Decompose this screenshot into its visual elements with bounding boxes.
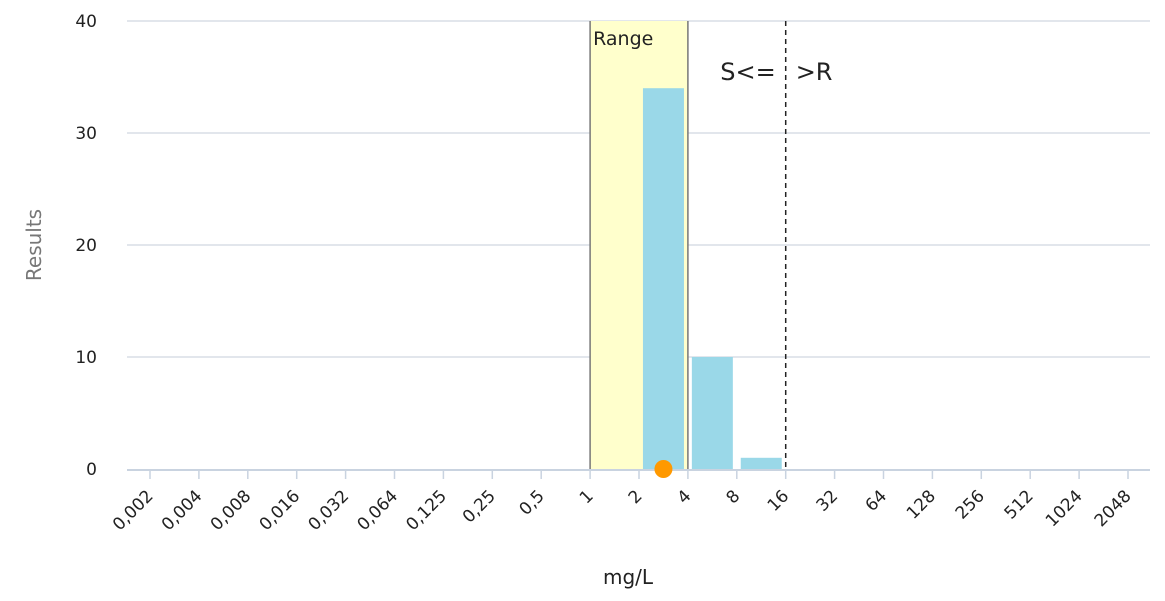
bar-2 — [642, 88, 684, 469]
x-tick-label: 0,016 — [256, 486, 305, 535]
bar-8 — [740, 457, 782, 469]
x-tick-label: 2048 — [1091, 486, 1136, 531]
x-tick-label: 2 — [625, 486, 647, 508]
bars — [642, 88, 782, 469]
x-axis-ticks: 0,002 0,004 0,008 0,016 0,032 0,064 0,125 0,25 0… — [109, 470, 1136, 535]
x-tick-label: 0,032 — [305, 486, 354, 535]
y-axis-label: Results — [22, 209, 46, 281]
y-tick-label: 0 — [86, 460, 97, 480]
x-tick-label: 0,5 — [515, 486, 548, 519]
x-tick-label: 32 — [813, 486, 842, 515]
x-tick-label: 8 — [723, 486, 745, 508]
marker-point — [654, 460, 673, 478]
x-tick-label: 0,008 — [207, 486, 256, 535]
y-tick-label: 20 — [75, 236, 97, 256]
x-tick-label: 4 — [674, 486, 696, 508]
x-tick-label: 0,125 — [402, 486, 451, 535]
y-tick-label: 40 — [75, 12, 97, 32]
x-tick-label: 128 — [903, 486, 940, 523]
x-tick-label: 0,004 — [158, 486, 207, 535]
x-tick-label: 0,25 — [459, 486, 500, 527]
x-tick-label: 16 — [764, 486, 793, 515]
range-band-label: Range — [593, 28, 653, 50]
bar-4 — [691, 357, 733, 469]
y-tick-label: 10 — [75, 348, 97, 368]
x-tick-label: 1024 — [1042, 486, 1087, 531]
x-tick-label: 512 — [1001, 486, 1038, 523]
breakpoint-label-resistant: >R — [796, 58, 833, 86]
x-axis-label: mg/L — [603, 565, 654, 589]
y-tick-label: 30 — [75, 124, 97, 144]
y-axis-ticks: 0 10 20 30 40 — [75, 12, 97, 480]
x-tick-label: 0,064 — [353, 486, 402, 535]
breakpoint-label-susceptible: S<= — [720, 58, 775, 86]
x-tick-label: 64 — [862, 486, 891, 515]
x-tick-label: 256 — [952, 486, 989, 523]
x-tick-label: 0,002 — [109, 486, 158, 535]
x-tick-label: 1 — [576, 486, 598, 508]
